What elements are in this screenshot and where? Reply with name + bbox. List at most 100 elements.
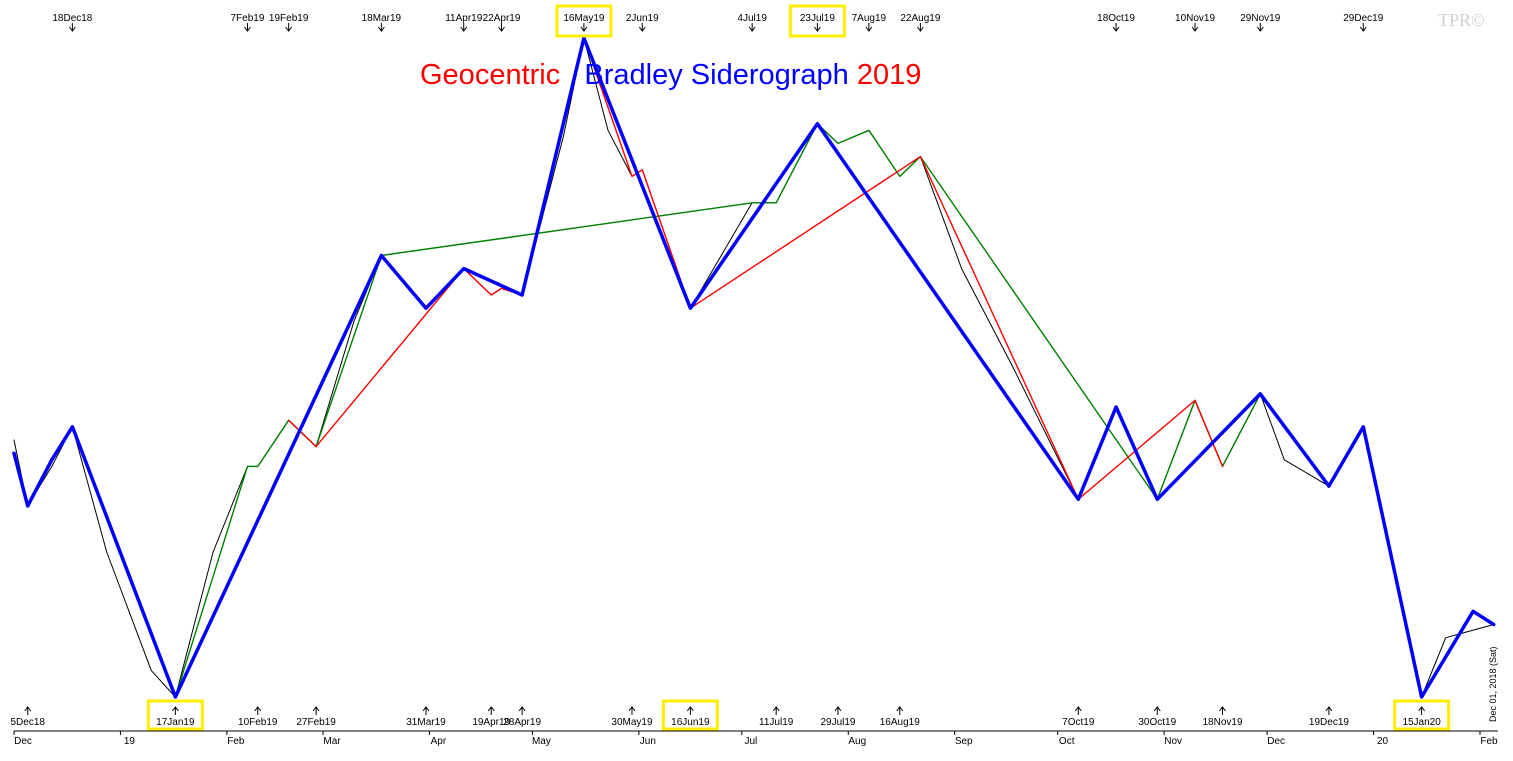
top-label-text: 22Aug19 bbox=[900, 13, 940, 24]
bottom-date-label: 16Aug19 bbox=[880, 706, 920, 728]
top-date-label: 18Mar19 bbox=[362, 13, 402, 32]
bottom-label-text: 10Feb19 bbox=[238, 717, 278, 728]
top-label-text: 4Jul19 bbox=[737, 13, 767, 24]
month-axis: Dec 19 Feb Mar Apr May Jun Jul Aug Sep Oct Nov Dec 20… bbox=[13, 730, 1498, 747]
bottom-date-label: 16Jun19 bbox=[661, 699, 719, 731]
bottom-label-text: 17Jan19 bbox=[156, 717, 195, 728]
top-date-label: 22Aug19 bbox=[900, 13, 941, 32]
top-date-label: 7Aug19 bbox=[852, 13, 887, 32]
month-tick-label: 19 bbox=[124, 736, 136, 747]
bottom-label-text: 30May19 bbox=[611, 717, 653, 728]
down-arrow-head bbox=[580, 26, 588, 32]
up-arrow-head bbox=[896, 706, 904, 712]
top-date-label: 18Dec18 bbox=[52, 13, 93, 32]
month-tick-label: 20 bbox=[1377, 736, 1389, 747]
bottom-date-label: 19Apr19 bbox=[472, 706, 511, 728]
bottom-label-text: 5Dec18 bbox=[10, 717, 45, 728]
series-line-0 bbox=[12, 36, 1496, 699]
up-arrow-head bbox=[628, 706, 636, 712]
title-part-0: Geocentric bbox=[420, 59, 560, 91]
bottom-label-text: 28Apr19 bbox=[503, 717, 541, 728]
up-arrow-head bbox=[24, 706, 32, 712]
top-label-text: 18Oct19 bbox=[1097, 13, 1135, 24]
bottom-date-label: 18Nov19 bbox=[1202, 706, 1243, 728]
top-date-labels: 18Dec18 7Feb19 19Feb19 18Mar19 11Apr19 22Apr1… bbox=[52, 4, 1384, 38]
up-arrow-head bbox=[422, 706, 430, 712]
bottom-label-text: 27Feb19 bbox=[296, 717, 336, 728]
top-label-text: 11Apr19 bbox=[445, 13, 483, 24]
bottom-date-label: 5Dec18 bbox=[10, 706, 45, 728]
month-tick-label: Apr bbox=[431, 736, 447, 747]
bottom-label-text: 16Jun19 bbox=[671, 717, 710, 728]
month-tick-label: May bbox=[532, 736, 551, 747]
top-date-label: 29Dec19 bbox=[1343, 13, 1384, 32]
month-tick-label: Nov bbox=[1164, 736, 1182, 747]
bottom-date-label: 11Jul19 bbox=[759, 706, 794, 728]
up-arrow-head bbox=[834, 706, 842, 712]
top-label-text: 23Jul19 bbox=[800, 13, 835, 24]
top-label-text: 22Apr19 bbox=[483, 13, 521, 24]
down-arrow-head bbox=[377, 26, 385, 32]
bottom-date-labels: 5Dec18 17Jan19 10Feb19 27Feb19 31Mar19 19Apr1… bbox=[10, 699, 1451, 731]
up-arrow-head bbox=[1325, 706, 1333, 712]
up-arrow-head bbox=[772, 706, 780, 712]
down-arrow-head bbox=[460, 26, 468, 32]
down-arrow-head bbox=[748, 26, 756, 32]
month-tick-label: Aug bbox=[848, 736, 866, 747]
month-tick-label: Jun bbox=[640, 736, 656, 747]
series-line-3 bbox=[288, 37, 1224, 500]
bottom-date-label: 10Feb19 bbox=[238, 706, 278, 728]
top-date-label: 11Apr19 bbox=[445, 13, 483, 32]
down-arrow-head bbox=[498, 26, 505, 32]
highlight-box bbox=[1393, 699, 1451, 731]
bottom-label-text: 19Apr19 bbox=[472, 717, 510, 728]
up-arrow-head bbox=[312, 706, 320, 712]
bottom-label-text: 19Dec19 bbox=[1309, 717, 1349, 728]
up-arrow-head bbox=[1153, 706, 1161, 712]
down-arrow-head bbox=[285, 26, 293, 32]
top-date-label: 10Nov19 bbox=[1175, 13, 1215, 32]
series-lines bbox=[12, 36, 1496, 699]
bottom-date-label: 17Jan19 bbox=[146, 699, 204, 731]
top-date-label: 22Apr19 bbox=[483, 13, 521, 32]
down-arrow-head bbox=[68, 26, 76, 32]
month-tick-label: Jul bbox=[744, 736, 757, 747]
highlight-box bbox=[555, 4, 613, 38]
top-label-text: 18Mar19 bbox=[362, 13, 402, 24]
top-label-text: 7Feb19 bbox=[231, 13, 265, 24]
bottom-label-text: 15Jan20 bbox=[1402, 717, 1441, 728]
top-label-text: 2Jun19 bbox=[626, 13, 659, 24]
top-label-text: 29Dec19 bbox=[1343, 13, 1383, 24]
month-tick-label: Dec bbox=[14, 736, 32, 747]
month-tick-label: Feb bbox=[227, 736, 245, 747]
top-date-label: 2Jun19 bbox=[626, 13, 659, 32]
top-label-text: 16May19 bbox=[563, 13, 605, 24]
top-date-label: 7Feb19 bbox=[231, 13, 265, 32]
top-date-label: 16May19 bbox=[555, 4, 613, 38]
title-part-1: Bradley Siderograph bbox=[560, 59, 849, 91]
top-date-label: 18Oct19 bbox=[1097, 13, 1135, 32]
tpr-logo: TPR© bbox=[1438, 10, 1485, 30]
bottom-label-text: 16Aug19 bbox=[880, 717, 920, 728]
up-arrow-head bbox=[171, 706, 179, 712]
bottom-date-label: 31Mar19 bbox=[406, 706, 446, 728]
top-date-label: 29Nov19 bbox=[1240, 13, 1281, 32]
bottom-date-label: 15Jan20 bbox=[1393, 699, 1451, 731]
up-arrow-head bbox=[1219, 706, 1226, 712]
month-tick-label: Oct bbox=[1059, 736, 1075, 747]
down-arrow-head bbox=[638, 26, 646, 32]
up-arrow-head bbox=[1074, 706, 1082, 712]
top-label-text: 19Feb19 bbox=[269, 13, 309, 24]
month-tick-label: Dec bbox=[1267, 736, 1285, 747]
down-arrow-head bbox=[1256, 26, 1264, 32]
bottom-date-label: 29Jul19 bbox=[820, 706, 856, 728]
top-label-text: 18Dec18 bbox=[52, 13, 92, 24]
title-part-2: 2019 bbox=[849, 59, 922, 91]
down-arrow-head bbox=[244, 26, 251, 32]
up-arrow-head bbox=[254, 706, 262, 712]
down-arrow-head bbox=[1191, 26, 1199, 32]
month-tick-label: Sep bbox=[955, 736, 973, 747]
bottom-date-label: 30Oct19 bbox=[1138, 706, 1177, 728]
